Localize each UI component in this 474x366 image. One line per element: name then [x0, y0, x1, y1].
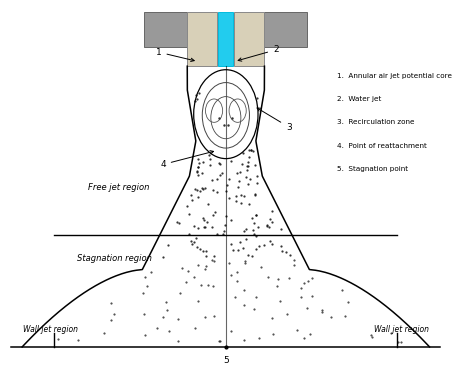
Bar: [264, 12, 307, 48]
Bar: [187, 12, 217, 66]
Text: 5: 5: [223, 356, 229, 365]
Text: Free jet region: Free jet region: [88, 183, 149, 193]
Text: 5.  Stagnation point: 5. Stagnation point: [337, 166, 409, 172]
Text: 4.  Point of reattachment: 4. Point of reattachment: [337, 143, 427, 149]
Text: Stagnation region: Stagnation region: [77, 254, 152, 262]
Text: 2.  Water jet: 2. Water jet: [337, 96, 382, 102]
Bar: [219, 12, 233, 66]
Text: 1: 1: [156, 48, 194, 61]
Text: 3: 3: [257, 108, 292, 131]
Text: Wall jet region: Wall jet region: [374, 325, 429, 334]
Bar: [145, 12, 187, 48]
Text: Wall jet region: Wall jet region: [23, 325, 78, 334]
Bar: [235, 12, 264, 66]
Text: 3.  Recirculation zone: 3. Recirculation zone: [337, 119, 415, 125]
Text: 1.  Annular air jet potential core: 1. Annular air jet potential core: [337, 72, 452, 79]
Text: 2: 2: [238, 45, 279, 61]
Text: 4: 4: [160, 151, 214, 169]
